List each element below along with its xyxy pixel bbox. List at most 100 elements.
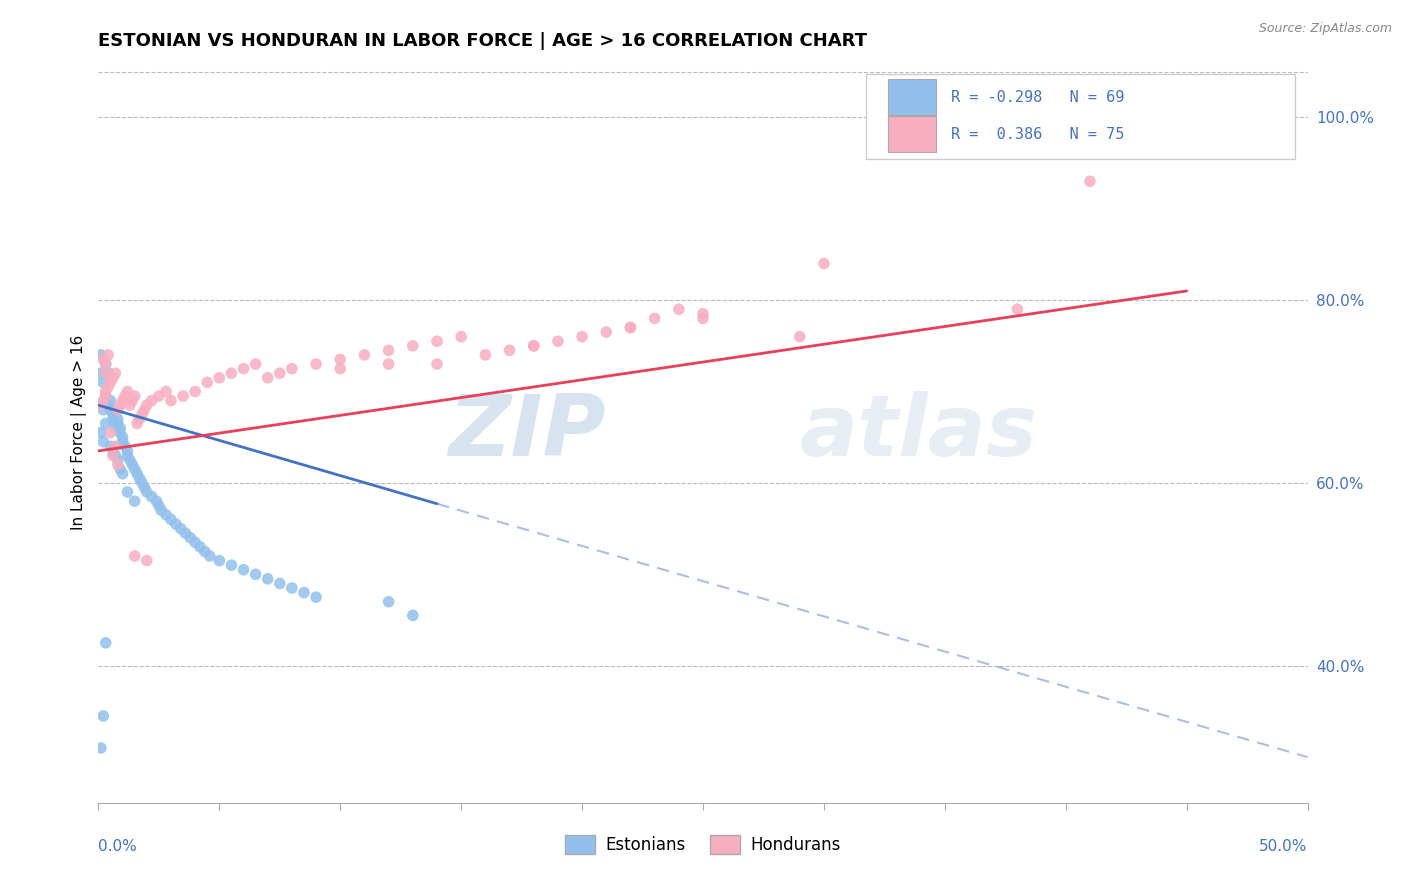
Point (97, 366, 120, 380)
Point (94, 366, 117, 380)
Point (90, 398, 112, 412)
Point (97, 348, 120, 362)
Point (155, 384, 177, 399)
Point (148, 499, 170, 513)
Point (101, 408, 124, 422)
Point (208, 371, 231, 385)
Point (104, 421, 127, 435)
Point (91, 402, 114, 417)
Point (107, 412, 129, 426)
Point (789, 329, 811, 343)
Point (90, 366, 112, 380)
Point (644, 311, 666, 326)
Point (135, 485, 157, 500)
Point (111, 430, 134, 444)
Point (94, 384, 117, 399)
Point (547, 334, 569, 349)
Point (150, 503, 173, 517)
Point (221, 366, 243, 380)
Point (135, 398, 157, 412)
Point (402, 608, 425, 623)
Point (91, 376, 114, 390)
Point (245, 357, 267, 371)
Point (377, 357, 399, 371)
Point (141, 490, 163, 504)
Point (305, 357, 328, 371)
Point (117, 485, 139, 500)
Point (94, 357, 117, 371)
Point (121, 458, 143, 472)
Point (198, 549, 221, 563)
Point (692, 307, 714, 321)
Point (108, 462, 131, 476)
Point (377, 595, 399, 609)
Point (269, 366, 291, 380)
Point (169, 522, 191, 536)
Point (571, 329, 593, 343)
Point (165, 516, 187, 531)
Point (90, 348, 112, 362)
Point (124, 494, 146, 508)
Point (426, 334, 449, 349)
Point (101, 412, 124, 426)
Text: 0.0%: 0.0% (98, 839, 138, 855)
Point (94, 357, 117, 371)
Point (128, 471, 150, 485)
Point (692, 311, 714, 326)
Point (256, 371, 278, 385)
Point (107, 417, 129, 431)
Text: R =  0.386   N = 75: R = 0.386 N = 75 (950, 127, 1125, 142)
Point (101, 371, 124, 385)
Point (108, 398, 131, 412)
Point (208, 553, 231, 567)
Text: atlas: atlas (800, 391, 1038, 475)
Point (131, 408, 153, 422)
Point (91, 709, 114, 723)
Point (329, 352, 352, 367)
Point (232, 563, 254, 577)
Point (353, 348, 375, 362)
Point (90, 741, 112, 756)
Text: ZIP: ZIP (449, 391, 606, 475)
Point (108, 421, 131, 435)
Point (114, 389, 136, 403)
Point (108, 425, 131, 440)
Point (269, 576, 291, 591)
Point (174, 526, 197, 541)
Point (104, 449, 127, 463)
Text: ESTONIAN VS HONDURAN IN LABOR FORCE | AGE > 16 CORRELATION CHART: ESTONIAN VS HONDURAN IN LABOR FORCE | AG… (98, 32, 868, 50)
Point (184, 535, 207, 549)
Point (128, 412, 150, 426)
Legend: Estonians, Hondurans: Estonians, Hondurans (558, 829, 848, 861)
Point (101, 443, 124, 458)
Point (221, 558, 243, 573)
Point (117, 449, 139, 463)
Point (94, 417, 117, 431)
Point (124, 389, 146, 403)
Point (94, 389, 117, 403)
Point (134, 402, 156, 417)
Point (141, 393, 163, 408)
Y-axis label: In Labor Force | Age > 16: In Labor Force | Age > 16 (72, 335, 87, 530)
Bar (889, 117, 936, 152)
Point (595, 325, 617, 339)
Point (281, 361, 304, 376)
Point (100, 393, 122, 408)
Point (194, 544, 217, 558)
Point (450, 329, 472, 343)
Point (127, 417, 149, 431)
Point (111, 467, 134, 481)
Bar (866, 73, 1295, 159)
Point (179, 531, 201, 545)
Point (256, 572, 278, 586)
Point (94, 389, 117, 403)
Point (402, 339, 425, 353)
Point (523, 339, 546, 353)
Point (281, 581, 304, 595)
Point (145, 494, 167, 508)
Point (100, 439, 122, 453)
Point (121, 393, 143, 408)
Point (107, 458, 129, 472)
Point (619, 320, 641, 334)
Point (94, 636, 117, 650)
